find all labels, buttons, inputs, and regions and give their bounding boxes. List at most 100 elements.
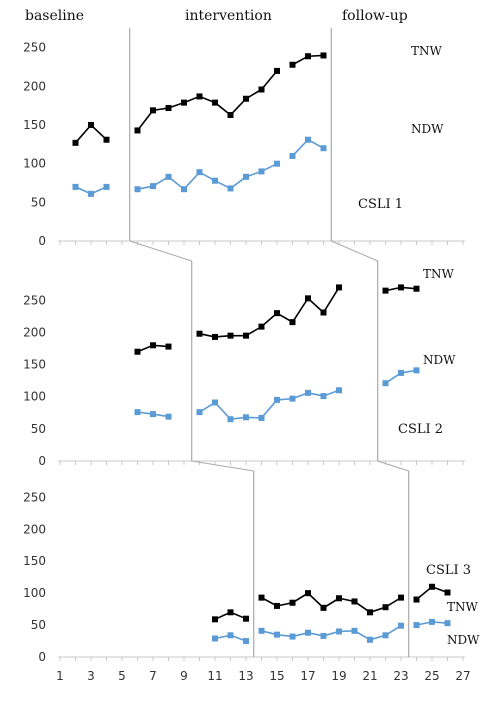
- ndw-point: [305, 136, 311, 143]
- y-tick-label: 150: [23, 358, 46, 372]
- ndw-point: [227, 632, 234, 639]
- tnw-point: [103, 136, 110, 143]
- ndw-line: [261, 625, 402, 641]
- series-label-ndw: NDW: [411, 122, 444, 136]
- y-tick-label: 0: [38, 234, 46, 248]
- tnw-point: [165, 343, 172, 350]
- tnw-point: [212, 333, 218, 340]
- ndw-point: [212, 399, 218, 406]
- ndw-point: [289, 152, 296, 159]
- phase-connector: [377, 460, 409, 472]
- tnw-point: [398, 594, 404, 601]
- tnw-point: [429, 583, 435, 590]
- tnw-point: [382, 604, 389, 611]
- ndw-point: [196, 169, 203, 176]
- ndw-point: [382, 632, 389, 639]
- panel-title: CSLI 2: [398, 422, 443, 437]
- y-tick-label: 100: [23, 157, 46, 171]
- y-tick-label: 100: [23, 586, 46, 600]
- ndw-point: [227, 416, 234, 423]
- panel-title: CSLI 1: [358, 197, 403, 212]
- y-tick-label: 50: [31, 618, 46, 632]
- ndw-point: [274, 396, 280, 403]
- tnw-point: [227, 609, 234, 616]
- ndw-point: [289, 395, 296, 402]
- ndw-point: [320, 632, 327, 639]
- tnw-point: [243, 332, 249, 339]
- tnw-point: [212, 99, 218, 106]
- tnw-line: [136, 70, 278, 131]
- tnw-point: [134, 127, 141, 134]
- ndw-point: [181, 186, 187, 193]
- ndw-point: [134, 186, 141, 193]
- x-tick-label: 7: [149, 669, 157, 683]
- tnw-point: [196, 93, 203, 100]
- phase-change-connectors: [129, 240, 409, 472]
- x-tick-label: 23: [393, 669, 408, 683]
- tnw-point: [165, 105, 172, 112]
- tnw-point: [258, 594, 265, 601]
- y-tick-label: 250: [23, 293, 46, 307]
- ndw-point: [413, 622, 420, 629]
- tnw-point: [274, 310, 280, 317]
- ndw-point: [413, 367, 420, 374]
- ndw-point: [398, 622, 404, 629]
- series-label-tnw: TNW: [411, 44, 443, 58]
- ndw-point: [367, 636, 373, 643]
- phase-labels: baseline intervention follow-up: [25, 8, 408, 24]
- tnw-point: [289, 599, 296, 606]
- tnw-point: [336, 595, 342, 602]
- x-tick-label: 1: [56, 669, 64, 683]
- tnw-point: [181, 99, 187, 106]
- ndw-point: [429, 618, 435, 625]
- ndw-point: [165, 173, 172, 180]
- panels: 0 50 100 150 200 250 TNW NDW CSLI 1 0 50 100 150 200 2…: [23, 28, 480, 664]
- x-tick-label: 17: [300, 669, 315, 683]
- tnw-point: [320, 52, 327, 59]
- series-label-ndw: NDW: [423, 353, 456, 367]
- ndw-point: [305, 389, 311, 396]
- ndw-point: [320, 145, 327, 152]
- tnw-point: [150, 107, 156, 114]
- ndw-point: [336, 628, 342, 635]
- tnw-point: [289, 319, 296, 326]
- y-tick-label: 150: [23, 118, 46, 132]
- ndw-point: [320, 393, 327, 400]
- tnw-point: [320, 604, 327, 611]
- tnw-point: [243, 95, 249, 102]
- tnw-point: [444, 589, 451, 596]
- y-tick-label: 0: [38, 454, 46, 468]
- ndw-point: [72, 183, 79, 190]
- phase-connector: [129, 240, 192, 262]
- ndw-point: [165, 413, 172, 420]
- tnw-point: [88, 122, 94, 129]
- tnw-point: [289, 61, 296, 68]
- ndw-point: [88, 190, 94, 197]
- ndw-point: [243, 414, 249, 421]
- ndw-point: [274, 160, 280, 167]
- tnw-point: [382, 287, 389, 294]
- tnw-point: [227, 111, 234, 118]
- x-tick-label: 25: [424, 669, 439, 683]
- x-tick-label: 21: [362, 669, 377, 683]
- x-tick-label: 5: [118, 669, 126, 683]
- tnw-point: [258, 323, 265, 330]
- ndw-point: [243, 173, 249, 180]
- tnw-point: [212, 616, 218, 623]
- x-axis: 1 3 5 7 9 11 13 15 17 19 21 23 25 27: [56, 669, 470, 683]
- tnw-point: [243, 615, 249, 622]
- tnw-line: [261, 592, 402, 614]
- tnw-point: [134, 348, 141, 355]
- y-tick-label: 50: [31, 422, 46, 436]
- y-tick-label: 200: [23, 522, 46, 536]
- ndw-point: [289, 633, 296, 640]
- tnw-point: [227, 332, 234, 339]
- phase-connector: [331, 240, 378, 262]
- tnw-point: [150, 342, 156, 349]
- ndw-point: [196, 409, 203, 416]
- ndw-point: [134, 409, 141, 416]
- ndw-point: [258, 627, 265, 634]
- series-label-ndw: NDW: [447, 633, 480, 647]
- tnw-point: [320, 309, 327, 316]
